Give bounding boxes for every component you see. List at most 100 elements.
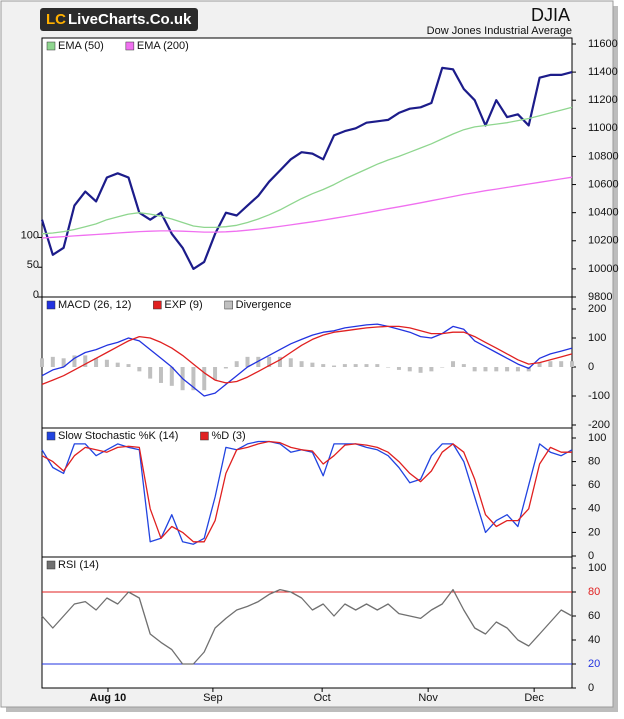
bar (418, 367, 423, 373)
y-tick-label: 60 (588, 479, 600, 491)
legend-label: MACD (26, 12) (58, 299, 131, 311)
y-tick-label: 9800 (588, 291, 612, 303)
bar (537, 362, 542, 367)
bar (256, 356, 261, 367)
legend-label: RSI (14) (58, 559, 99, 571)
y-tick-label: 200 (588, 303, 606, 315)
bar (483, 367, 488, 372)
line-series (40, 66, 573, 270)
y-tick-label: -200 (588, 419, 610, 431)
bar (505, 367, 510, 372)
bar (137, 367, 142, 372)
y-tick-label: 0 (588, 682, 594, 694)
y-tick-label: 0 (588, 361, 594, 373)
x-tick-label: Aug 10 (90, 692, 127, 704)
panel (41, 37, 573, 298)
bar (234, 361, 239, 367)
bar (104, 359, 109, 367)
bar (526, 367, 531, 372)
line-series (41, 325, 573, 386)
y-tick-label: 11400 (588, 66, 618, 78)
line-series (41, 106, 573, 235)
bar (548, 361, 553, 367)
legend-label: Slow Stochastic %K (14) (58, 430, 178, 442)
legend-label: EMA (50) (58, 40, 104, 52)
bar (223, 367, 228, 369)
x-tick-label: Nov (418, 692, 438, 704)
y-tick-label: 100 (588, 332, 606, 344)
y-tick-label: 20 (588, 526, 600, 538)
x-tick-label: Dec (524, 692, 544, 704)
bar (353, 364, 358, 367)
bar (115, 362, 120, 367)
panel (41, 296, 573, 429)
bar (191, 367, 196, 391)
bar (158, 367, 163, 383)
y-tick-label: 80 (588, 456, 600, 468)
legend-swatch (46, 560, 56, 570)
bar (429, 367, 434, 372)
y-tick-label: 100 (588, 432, 606, 444)
legend-swatch (46, 300, 56, 310)
logo-text: LiveCharts.Co.uk (68, 11, 192, 28)
y-tick-label: 10400 (588, 207, 619, 219)
y-tick-label: 40 (588, 503, 600, 515)
bar (364, 364, 369, 367)
bar (72, 355, 77, 367)
bar (169, 367, 174, 386)
y-tick-label: 10200 (588, 235, 619, 247)
bar (83, 355, 88, 367)
bar (396, 367, 401, 370)
legend-label: EXP (9) (164, 299, 202, 311)
bar (570, 361, 574, 367)
y-tick-label: 10000 (588, 263, 619, 275)
bar (407, 367, 412, 372)
bar (472, 367, 477, 372)
y-tick-label: 10600 (588, 178, 619, 190)
bar (267, 356, 272, 367)
y-tick-label: 100 (588, 562, 606, 574)
logo-mark: LC (46, 11, 66, 28)
y2-tick-label: 50 (27, 259, 39, 271)
bar (148, 367, 153, 379)
bar (386, 367, 391, 368)
y-tick-label: 11600 (588, 38, 618, 50)
bar (213, 367, 218, 381)
bar (332, 365, 337, 367)
bar (61, 358, 66, 367)
bar (342, 364, 347, 367)
y-tick-label: 20 (588, 658, 600, 670)
y-tick-label: 40 (588, 634, 600, 646)
panel (41, 427, 573, 558)
y-tick-label: 60 (588, 610, 600, 622)
bar (451, 361, 456, 367)
bar (440, 367, 445, 368)
legend-swatch (46, 41, 56, 51)
legend-swatch (125, 41, 135, 51)
bar (299, 361, 304, 367)
y-tick-label: 11200 (588, 94, 618, 106)
bar (202, 367, 207, 391)
chart-subtitle: Dow Jones Industrial Average (427, 25, 572, 37)
y-tick-label: 80 (588, 586, 600, 598)
panel (41, 556, 573, 689)
line-series (41, 323, 573, 397)
bar (50, 356, 55, 367)
legend-label: Divergence (236, 299, 292, 311)
bar (310, 362, 315, 367)
bar (126, 364, 131, 367)
line-series (41, 588, 573, 665)
legend-swatch (200, 431, 209, 441)
bar (94, 358, 99, 367)
line-series (41, 176, 573, 239)
bar (288, 358, 293, 367)
x-tick-label: Sep (203, 692, 223, 704)
y2-tick-label: 100 (21, 229, 39, 241)
bar (277, 356, 282, 367)
y-tick-label: 10800 (588, 150, 619, 162)
bar (40, 358, 44, 367)
bar (321, 364, 326, 367)
chart-title: DJIA (531, 5, 570, 25)
logo-box (40, 8, 198, 31)
